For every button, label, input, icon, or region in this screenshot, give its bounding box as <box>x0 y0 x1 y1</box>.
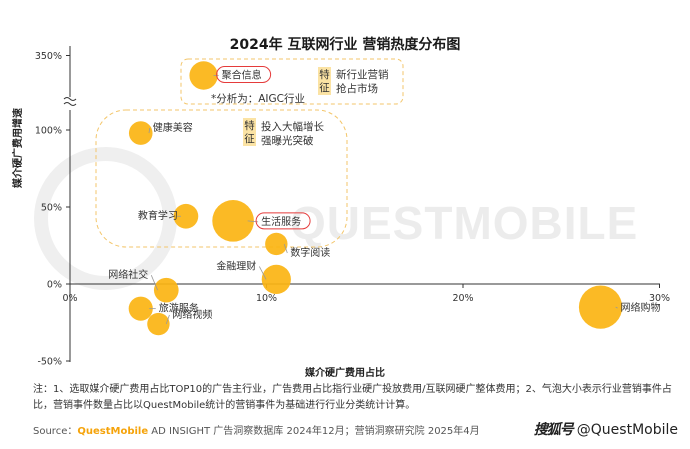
bubble-leader-line <box>150 275 159 291</box>
highlight-label-outline <box>216 66 272 83</box>
feature-tag-char: 征 <box>244 133 255 145</box>
annotation-line: 新行业营销 <box>336 68 389 81</box>
x-tick-label: 20% <box>452 293 473 304</box>
annotation-line: 投入大幅增长 <box>261 120 324 133</box>
bubble-label: 网络购物 <box>621 301 661 314</box>
x-axis-label: 媒介硬广费用占比 <box>305 368 385 379</box>
feature-tag-background <box>318 67 331 95</box>
x-tick-label: 0% <box>62 293 77 304</box>
bubble-label: 教育学习 <box>138 209 178 222</box>
bubble-label: 网络社交 <box>108 268 148 281</box>
bubble <box>147 312 170 336</box>
bubble-label: 聚合信息 <box>222 69 262 82</box>
x-tick-label: 30% <box>649 293 670 304</box>
y-tick-label: 50% <box>41 203 62 214</box>
x-tick-label: 10% <box>256 293 277 304</box>
bubble <box>153 277 179 303</box>
y-tick-label: 350% <box>35 51 62 62</box>
bubble-leader-line <box>165 314 170 325</box>
bubble <box>265 232 288 256</box>
feature-tag-char: 特 <box>319 69 330 81</box>
signature-logo: 搜狐号 <box>533 422 574 438</box>
annotation-box-growth <box>95 109 348 248</box>
source-line: Source：QuestMobile AD INSIGHT 广告洞察数据库 20… <box>33 422 673 437</box>
y-axis-break-mark <box>63 97 77 106</box>
highlight-label-outline <box>255 212 311 230</box>
bubble-label: 旅游服务 <box>159 302 199 315</box>
annotation-box-aigc <box>180 58 404 105</box>
bubble-label: 网络视频 <box>172 308 212 321</box>
source-text: AD INSIGHT 广告洞察数据库 2024年12月；营销洞察研究院 2025… <box>148 426 480 437</box>
annotation-line: 抢占市场 <box>336 82 378 95</box>
y-tick-label: -50% <box>37 357 62 368</box>
bubble <box>261 264 291 294</box>
signature: 搜狐号 @QuestMobile <box>534 419 678 439</box>
bubble-label: 数字阅读 <box>290 246 330 259</box>
bubble <box>128 121 153 145</box>
bubble <box>128 296 153 321</box>
bubble-label: 生活服务 <box>261 215 301 228</box>
feature-tag-char: 特 <box>244 120 255 132</box>
bubble-leader-line <box>615 306 618 309</box>
bubble <box>189 61 218 90</box>
bubble-label: 金融理财 <box>216 259 256 272</box>
annotation-note: *分析为：AIGC行业 <box>211 92 305 105</box>
annotation-line: 强曝光突破 <box>261 134 314 147</box>
bubble-label: 健康美容 <box>153 121 193 134</box>
source-prefix: Source： <box>33 426 78 437</box>
footnote: 注：1、选取媒介硬广费用占比TOP10的广告主行业，广告费用占比指行业硬广投放费… <box>33 384 672 411</box>
y-tick-label: 100% <box>35 126 62 137</box>
y-tick-label: 0% <box>47 280 62 291</box>
bubble <box>212 200 254 242</box>
feature-tag-background <box>243 118 256 146</box>
bubble-leader-line <box>148 128 151 134</box>
watermark: QUESTMOBILE <box>290 197 639 249</box>
signature-handle: @QuestMobile <box>576 422 678 438</box>
bubble <box>578 285 623 329</box>
source-brand: QuestMobile <box>77 426 149 437</box>
feature-tag-char: 征 <box>319 82 330 94</box>
bubble-leader-line <box>258 266 267 280</box>
bubble <box>173 203 199 229</box>
chart-title: 2024年 互联网行业 营销热度分布图 <box>229 37 461 53</box>
bubble-leader-line <box>283 243 288 254</box>
